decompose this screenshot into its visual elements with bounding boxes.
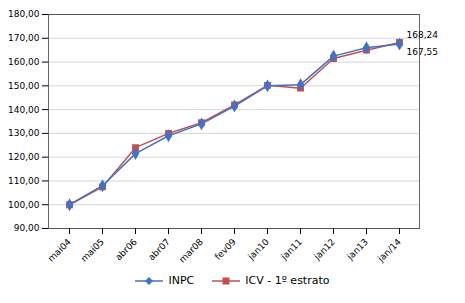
svg-text:90,00: 90,00 <box>14 223 40 233</box>
svg-text:abr07: abr07 <box>146 237 172 263</box>
svg-text:120,00: 120,00 <box>8 152 40 162</box>
svg-text:mai04: mai04 <box>46 237 73 264</box>
svg-text:jan13: jan13 <box>344 237 370 263</box>
svg-text:jan/14: jan/14 <box>375 237 403 265</box>
svg-text:170,00: 170,00 <box>8 33 40 43</box>
svg-text:140,00: 140,00 <box>8 104 40 114</box>
svg-text:jan11: jan11 <box>278 237 304 263</box>
svg-text:168,24: 168,24 <box>407 30 439 40</box>
svg-text:110,00: 110,00 <box>8 176 40 186</box>
svg-text:150,00: 150,00 <box>8 81 40 91</box>
svg-text:180,00: 180,00 <box>8 9 40 19</box>
svg-text:167,55: 167,55 <box>407 47 439 57</box>
svg-text:mar08: mar08 <box>177 237 205 265</box>
svg-text:100,00: 100,00 <box>8 200 40 210</box>
svg-text:jan10: jan10 <box>245 237 271 263</box>
svg-text:160,00: 160,00 <box>8 57 40 67</box>
svg-text:fev09: fev09 <box>213 237 238 262</box>
svg-text:mai05: mai05 <box>79 237 106 264</box>
html-text:INPC: INPC <box>168 274 195 287</box>
svg-text:jan12: jan12 <box>311 237 337 263</box>
svg-text:abr06: abr06 <box>113 237 139 263</box>
html-text:ICV - 1º estrato: ICV - 1º estrato <box>245 274 330 287</box>
svg-text:130,00: 130,00 <box>8 128 40 138</box>
